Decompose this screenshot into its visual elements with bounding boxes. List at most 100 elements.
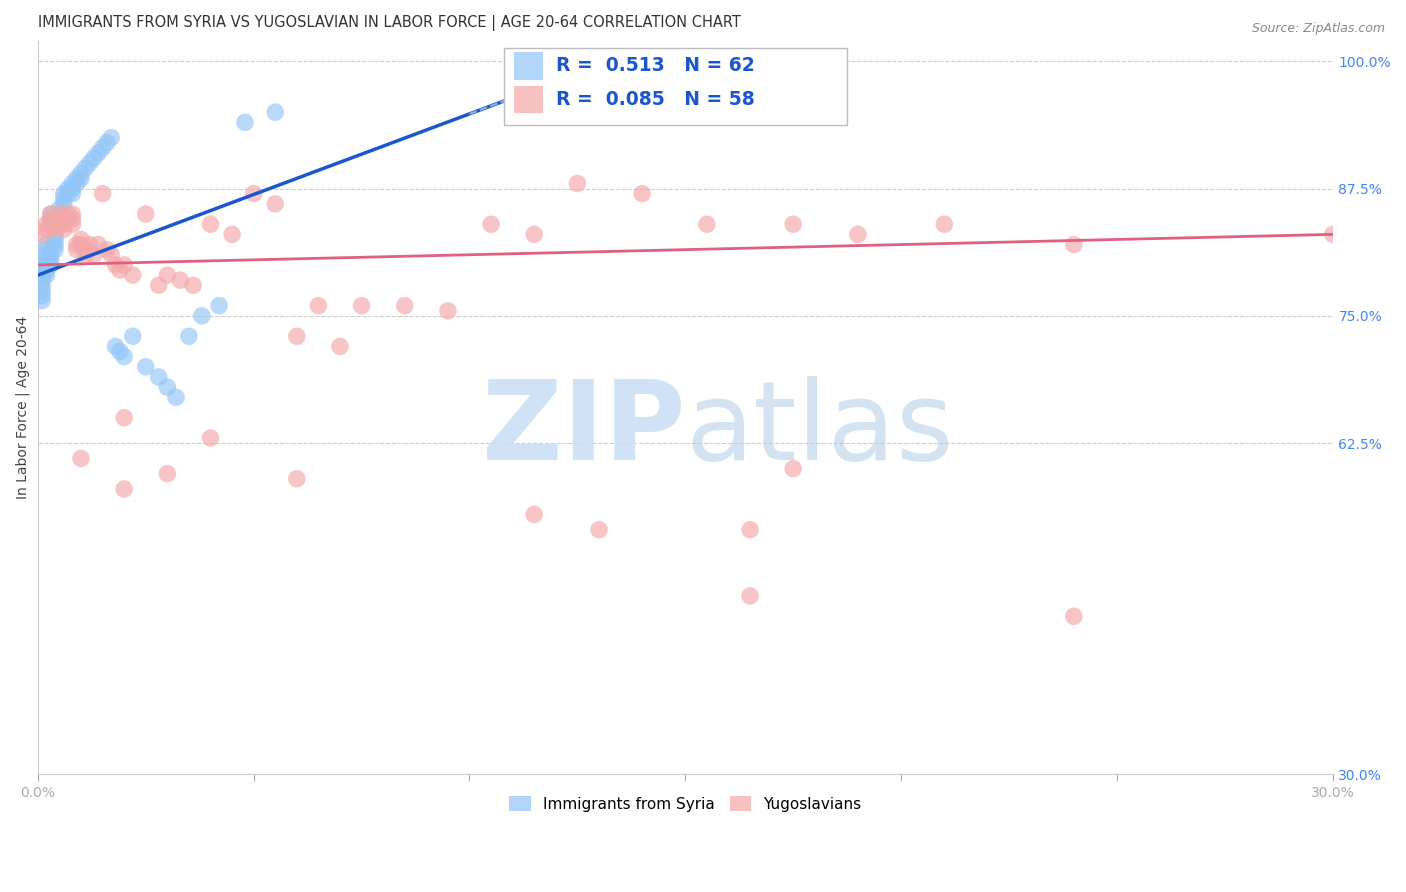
Point (52, 192, 75, 206)
FancyBboxPatch shape (515, 52, 543, 79)
Point (112, 350, 135, 364)
Point (48, 207, 70, 221)
Point (48, 217, 70, 231)
Point (588, 523, 610, 537)
Point (523, 227, 546, 242)
Point (108, 344, 131, 359)
Point (66, 237, 89, 252)
Point (70, 171, 93, 186)
Point (56, 181, 79, 195)
Point (112, 410, 135, 425)
Point (31, 258, 53, 272)
Point (35, 222, 58, 236)
Point (44, 222, 66, 236)
Text: R =  0.085   N = 58: R = 0.085 N = 58 (555, 90, 755, 109)
Point (1063, 237, 1085, 252)
Text: R =  0.513   N = 62: R = 0.513 N = 62 (555, 56, 755, 75)
FancyBboxPatch shape (503, 48, 848, 125)
Point (39, 252, 62, 267)
Point (52, 212, 75, 227)
Point (307, 299, 329, 313)
Point (66, 243, 89, 257)
Point (177, 329, 200, 343)
Point (52, 197, 75, 211)
Point (48, 212, 70, 227)
Point (191, 309, 214, 323)
Point (738, 589, 761, 603)
Point (31, 293, 53, 308)
Point (846, 227, 869, 242)
Point (221, 227, 243, 242)
Point (544, 54, 567, 69)
Point (523, 508, 546, 522)
Point (285, 472, 308, 486)
Point (394, 299, 416, 313)
Point (165, 390, 187, 404)
Point (87, 145, 110, 160)
Point (60, 186, 83, 201)
Point (156, 467, 179, 481)
Point (104, 339, 127, 353)
Y-axis label: In Labor Force | Age 20-64: In Labor Force | Age 20-64 (15, 316, 30, 500)
Text: Source: ZipAtlas.com: Source: ZipAtlas.com (1251, 22, 1385, 36)
Point (96, 136, 118, 150)
Point (100, 130, 122, 145)
Point (35, 243, 58, 257)
Point (44, 227, 66, 242)
Point (48, 217, 70, 231)
Point (181, 278, 204, 293)
Point (1322, 227, 1344, 242)
Point (696, 217, 718, 231)
Point (39, 248, 62, 262)
Point (329, 339, 352, 353)
Point (66, 177, 89, 191)
Point (264, 197, 287, 211)
Point (60, 212, 83, 227)
Point (135, 207, 157, 221)
Point (35, 237, 58, 252)
Point (200, 431, 222, 445)
Point (66, 171, 89, 186)
Point (91, 186, 114, 201)
Point (70, 451, 93, 466)
Point (31, 227, 53, 242)
Point (75, 161, 97, 176)
Point (52, 186, 75, 201)
Point (75, 243, 97, 257)
Point (285, 329, 308, 343)
Point (104, 258, 127, 272)
Point (60, 217, 83, 231)
Point (48, 212, 70, 227)
FancyBboxPatch shape (515, 86, 543, 113)
Point (264, 105, 287, 120)
Point (738, 523, 761, 537)
Point (479, 217, 502, 231)
Point (112, 482, 135, 496)
Point (44, 217, 66, 231)
Point (233, 115, 256, 129)
Point (70, 237, 93, 252)
Point (60, 181, 83, 195)
Point (782, 217, 804, 231)
Point (31, 273, 53, 287)
Point (35, 263, 58, 277)
Point (31, 278, 53, 293)
Point (31, 288, 53, 302)
Point (83, 151, 105, 165)
Point (156, 380, 179, 394)
Point (242, 186, 264, 201)
Point (567, 177, 589, 191)
Text: ZIP: ZIP (482, 376, 685, 483)
Point (35, 248, 58, 262)
Point (44, 232, 66, 246)
Point (44, 237, 66, 252)
Point (48, 207, 70, 221)
Point (39, 212, 62, 227)
Point (121, 329, 143, 343)
Point (39, 258, 62, 272)
Point (35, 268, 58, 282)
Point (169, 273, 191, 287)
Point (200, 217, 222, 231)
Point (91, 141, 114, 155)
Point (60, 177, 83, 191)
